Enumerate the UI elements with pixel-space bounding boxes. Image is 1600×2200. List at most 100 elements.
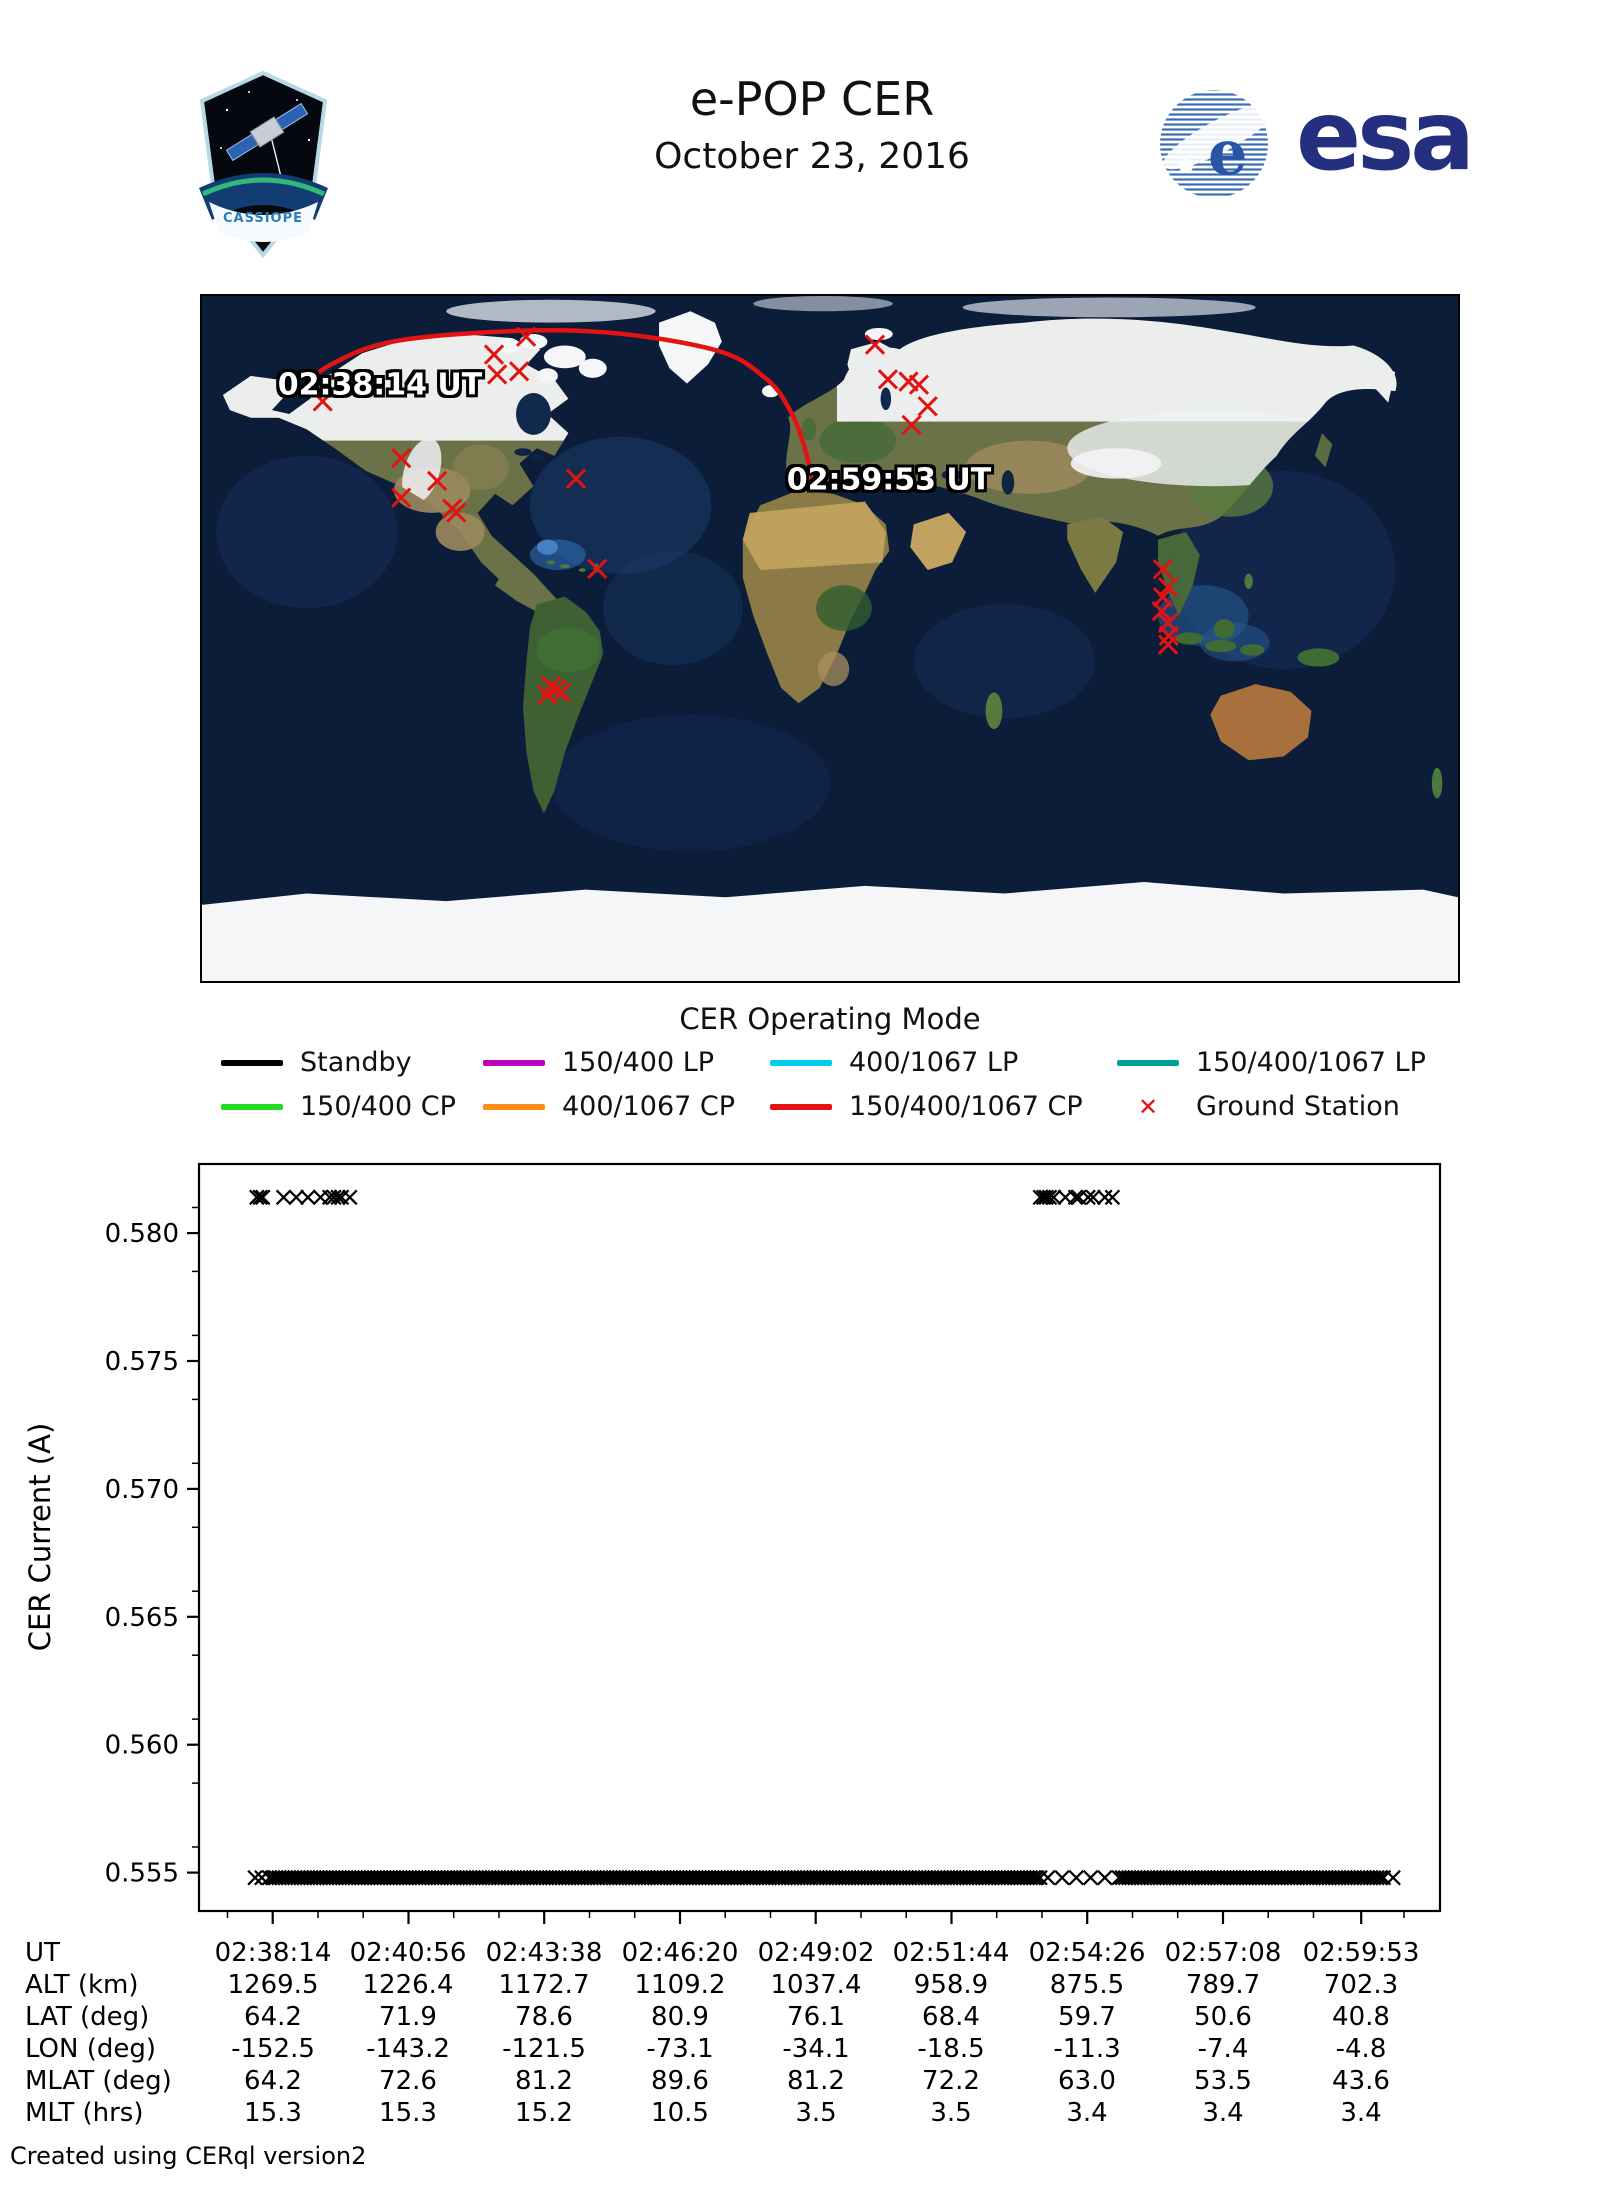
patch-band	[209, 202, 318, 242]
legend-line-sample	[221, 1060, 283, 1066]
plot-data-markers	[247, 1189, 1402, 1886]
table-cell: 02:40:56	[349, 1938, 467, 1968]
map-inland-water	[514, 387, 1015, 495]
data-point-x	[288, 1189, 305, 1206]
ground-station-x-icon	[485, 345, 503, 363]
data-point-x	[247, 1869, 264, 1886]
legend-ground-station-x-icon: ✕	[1137, 1093, 1159, 1121]
ground-station-x-icon	[903, 416, 921, 434]
table-cell: 72.6	[379, 2066, 437, 2096]
table-row-label: LAT (deg)	[25, 2002, 150, 2032]
table-row-label: ALT (km)	[25, 1970, 139, 2000]
world-map-panel: 02:38:14 UT 02:59:53 UT	[200, 294, 1460, 983]
table-cell: 81.2	[787, 2066, 845, 2096]
esa-wordmark: esa	[1296, 80, 1475, 192]
table-cell: 1226.4	[362, 1970, 454, 2000]
ground-station-x-icon	[588, 560, 606, 578]
legend-line-sample	[770, 1104, 832, 1110]
legend-item	[221, 1046, 283, 1080]
ground-station-x-icon	[567, 470, 585, 488]
table-cell: 78.6	[515, 2002, 573, 2032]
table-cell: 958.9	[913, 1970, 989, 2000]
table-cell: 1172.7	[498, 1970, 590, 2000]
table-cell: -121.5	[502, 2034, 586, 2064]
table-cell: 59.7	[1058, 2002, 1116, 2032]
esa-globe-icon: e	[1160, 90, 1268, 198]
data-point-x	[1067, 1189, 1084, 1206]
legend-item-label: 150/400/1067 LP	[1196, 1047, 1426, 1078]
footer-credit: Created using CERql version2	[10, 2142, 367, 2170]
table-cell: 40.8	[1332, 2002, 1390, 2032]
table-cell: 89.6	[651, 2066, 709, 2096]
table-cell: -4.8	[1335, 2034, 1387, 2064]
patch-aurora	[201, 177, 326, 197]
patch-label: CASSIOPE	[223, 211, 303, 226]
data-point-x	[1104, 1189, 1121, 1206]
legend-line-sample	[483, 1104, 545, 1110]
legend-item	[483, 1090, 545, 1124]
ground-station-x-icon	[392, 489, 410, 507]
y-tick-label: 0.555	[105, 1859, 179, 1889]
table-row-label: LON (deg)	[25, 2034, 157, 2064]
table-cell: 02:46:20	[621, 1938, 739, 1968]
table-row-label: MLT (hrs)	[25, 2098, 144, 2128]
table-cell: -11.3	[1053, 2034, 1121, 2064]
ground-station-x-icon	[866, 336, 884, 354]
table-cell: 80.9	[651, 2002, 709, 2032]
ground-station-markers	[314, 328, 1178, 704]
table-cell: 02:38:14	[214, 1938, 332, 1968]
ground-station-x-icon	[1159, 578, 1177, 596]
legend-item	[483, 1046, 545, 1080]
plot-frame	[197, 1162, 1442, 1913]
legend-line-sample	[1117, 1060, 1179, 1066]
legend-item	[770, 1046, 832, 1080]
table-cell: -7.4	[1197, 2034, 1249, 2064]
legend-item-label: 150/400 LP	[562, 1047, 715, 1078]
table-cell: 3.5	[795, 2098, 837, 2128]
ground-track-line	[298, 330, 813, 483]
table-cell: 02:43:38	[485, 1938, 603, 1968]
table-cell: 702.3	[1323, 1970, 1399, 2000]
svg-text:e: e	[1208, 116, 1247, 189]
table-cell: -18.5	[917, 2034, 985, 2064]
legend-item	[1117, 1046, 1179, 1080]
ground-station-x-icon	[919, 397, 937, 415]
ground-station-x-icon	[314, 392, 332, 410]
table-cell: 72.2	[922, 2066, 980, 2096]
table-cell: 3.5	[930, 2098, 972, 2128]
data-point-x	[299, 1189, 316, 1206]
table-cell: 43.6	[1332, 2066, 1390, 2096]
y-tick-label: 0.575	[105, 1347, 179, 1377]
ground-station-x-icon	[447, 503, 465, 521]
legend-item-label: 150/400/1067 CP	[849, 1091, 1083, 1122]
y-tick-label: 0.565	[105, 1603, 179, 1633]
table-row-label: MLAT (deg)	[25, 2066, 172, 2096]
table-cell: 81.2	[515, 2066, 573, 2096]
ground-station-x-icon	[517, 328, 535, 346]
ground-station-x-icon	[1154, 560, 1172, 578]
table-cell: 3.4	[1066, 2098, 1108, 2128]
data-point-x	[1096, 1869, 1113, 1886]
table-cell: 63.0	[1058, 2066, 1116, 2096]
legend-item-label: Ground Station	[1196, 1091, 1400, 1122]
table-cell: -73.1	[646, 2034, 714, 2064]
page-title: e-POP CER	[689, 72, 935, 126]
legend-line-sample	[221, 1104, 283, 1110]
table-cell: 875.5	[1049, 1970, 1125, 2000]
ground-station-x-icon	[392, 449, 410, 467]
table-cell: 3.4	[1202, 2098, 1244, 2128]
map-ocean-texture	[215, 296, 1396, 852]
ground-station-x-icon	[910, 376, 928, 394]
table-cell: 15.3	[379, 2098, 437, 2128]
table-cell: 02:51:44	[892, 1938, 1010, 1968]
legend-item-label: Standby	[300, 1047, 412, 1078]
table-cell: 10.5	[651, 2098, 709, 2128]
y-tick-label: 0.570	[105, 1475, 179, 1505]
table-cell: 68.4	[922, 2002, 980, 2032]
y-tick-label: 0.560	[105, 1731, 179, 1761]
y-tick-label: 0.580	[105, 1219, 179, 1249]
legend-item-label: 400/1067 CP	[562, 1091, 736, 1122]
table-cell: 02:59:53	[1302, 1938, 1420, 1968]
data-point-x	[341, 1189, 358, 1206]
